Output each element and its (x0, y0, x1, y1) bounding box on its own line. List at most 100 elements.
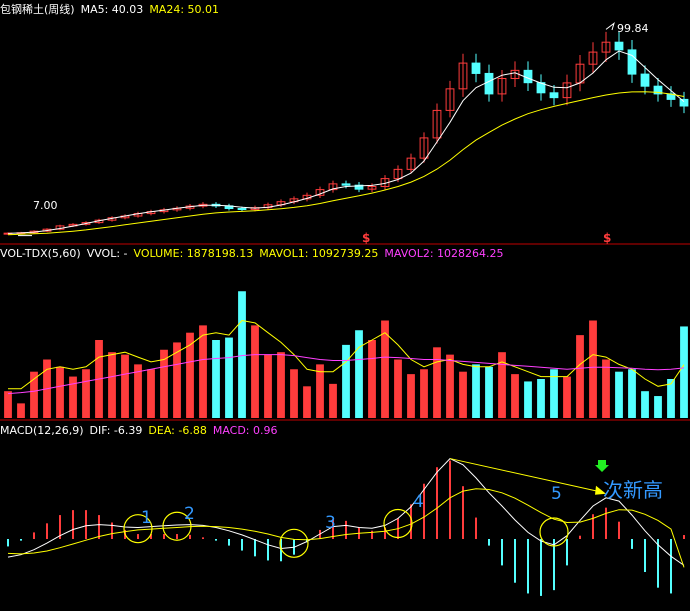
volume-bar (420, 369, 428, 418)
event-marker-1: $ (362, 231, 371, 245)
volume-bar (472, 364, 480, 418)
dea-label: DEA: -6.88 (148, 424, 207, 437)
volume-bar (446, 354, 454, 418)
volume-bar (498, 352, 506, 418)
volume-bar (537, 379, 545, 418)
candle-body (588, 51, 598, 65)
candle-body (419, 137, 429, 159)
vvol-label: VVOL: - (86, 247, 128, 260)
ma24-label: MA24: 50.01 (149, 3, 220, 16)
stock-name: 包钢稀土(周线) (0, 3, 75, 16)
crossing-circle-3 (279, 528, 309, 558)
candle-body (341, 183, 351, 186)
candle-body (484, 72, 494, 95)
crossing-circle-2 (162, 511, 192, 541)
volume-bar (264, 354, 272, 418)
volume-bar (251, 325, 259, 418)
volume-bar (615, 371, 623, 418)
mavol1-line (8, 319, 685, 390)
volume-bar (641, 391, 649, 418)
candle-body (81, 222, 91, 225)
volume-bar (589, 320, 597, 418)
dif-label: DIF: -6.39 (89, 424, 143, 437)
volume-bar (238, 291, 246, 418)
candle-body (393, 168, 403, 180)
volume-bar (82, 369, 90, 418)
volume-bar (225, 337, 233, 418)
dea-line (7, 488, 685, 568)
volume-bar (199, 325, 207, 418)
divergence-line (449, 458, 601, 493)
volume-bar (186, 332, 194, 418)
volume-bar (368, 340, 376, 418)
macd-value-label: MACD: 0.96 (212, 424, 278, 437)
volume-bar (56, 366, 64, 418)
buy-signal-arrow-icon (595, 460, 609, 472)
candle-body (445, 88, 455, 111)
macd-panel (7, 457, 685, 596)
annotation-number-4: 4 (413, 492, 424, 512)
volume-bar (212, 340, 220, 418)
volume-bar (485, 366, 493, 418)
volume-bar (17, 403, 25, 418)
mavol2-line (7, 354, 685, 395)
candle-body (354, 184, 364, 190)
crossing-circle-5 (539, 517, 569, 547)
volume-bar (290, 369, 298, 418)
candle-body (458, 62, 468, 90)
volume-bar (173, 342, 181, 418)
annotation-number-1: 1 (141, 508, 152, 528)
candle-body (562, 82, 572, 99)
volume-header: VOL-TDX(5,60) VVOL: - VOLUME: 1878198.13 MA… (0, 247, 510, 261)
ma5-line (7, 50, 685, 234)
candle-body (627, 49, 637, 75)
volume-bar (576, 335, 584, 418)
candle-body (679, 98, 689, 107)
volume-bar (121, 354, 129, 418)
volume-bar (69, 376, 77, 418)
volume-bar (654, 396, 662, 418)
candle-body (237, 208, 247, 211)
volume-bar (550, 369, 558, 418)
volume-bar (381, 320, 389, 418)
annotation-number-2: 2 (184, 504, 195, 524)
low-price-label: 7.00 (33, 199, 58, 212)
candle-body (614, 41, 624, 51)
candle-body (549, 92, 559, 99)
new-high-annotation: 次新高 (603, 478, 663, 502)
high-price-label: 99.84 (617, 22, 649, 35)
crossing-circle-1 (123, 514, 153, 544)
mavol2-label: MAVOL2: 1028264.25 (384, 247, 504, 260)
volume-bar (563, 376, 571, 418)
price-panel (3, 22, 689, 237)
volume-bar (628, 369, 636, 418)
ma5-label: MA5: 40.03 (80, 3, 144, 16)
volume-bar (316, 364, 324, 418)
mavol1-label: MAVOL1: 1092739.25 (259, 247, 379, 260)
volume-bar (303, 386, 311, 418)
volume-bar (277, 352, 285, 418)
annotation-number-5: 5 (551, 484, 562, 504)
dif-line (7, 457, 685, 566)
volume-panel (4, 291, 688, 418)
panel-separators (0, 243, 690, 421)
volume-bar (329, 383, 337, 418)
high-pointer (605, 22, 615, 31)
macd-header: MACD(12,26,9) DIF: -6.39 DEA: -6.88 MACD: 0… (0, 424, 284, 438)
annotation-number-3: 3 (325, 513, 336, 533)
volume-bar (407, 374, 415, 418)
volume-bar (511, 374, 519, 418)
candle-body (367, 186, 377, 190)
candle-body (471, 62, 481, 74)
candle-body (497, 78, 507, 95)
volume-bar (160, 349, 168, 418)
volume-bar (667, 379, 675, 418)
volume-bar (108, 352, 116, 418)
volume-bar (147, 369, 155, 418)
volume-bar (459, 371, 467, 418)
ma24-line (7, 91, 685, 236)
volume-bar (342, 344, 350, 418)
volume-bar (4, 391, 12, 418)
volume-bar (680, 326, 688, 418)
